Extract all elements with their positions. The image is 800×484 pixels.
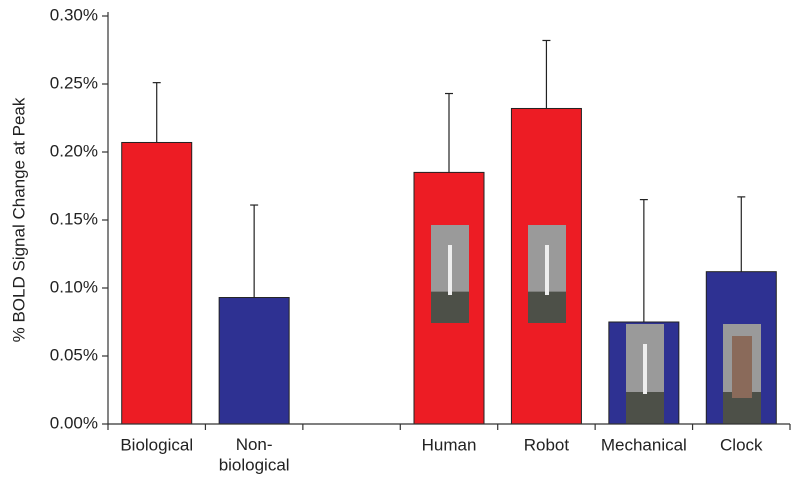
y-tick-label: 0.30%: [50, 5, 98, 24]
bar: [218, 297, 290, 425]
stimulus-floor: [431, 291, 469, 323]
y-tick-label: 0.25%: [50, 73, 98, 92]
stimulus-floor: [528, 291, 566, 323]
y-tick-label: 0.15%: [50, 209, 98, 228]
x-tick-label: Mechanical: [601, 435, 687, 454]
x-tick-label: Clock: [720, 435, 763, 454]
y-tick-label: 0.05%: [50, 345, 98, 364]
bar: [121, 141, 193, 425]
stimulus-floor: [626, 392, 664, 424]
y-tick-label: 0.00%: [50, 413, 98, 432]
y-axis-label: % BOLD Signal Change at Peak: [9, 97, 28, 342]
x-tick-label: Non-biological: [219, 435, 290, 474]
x-tick-label: Biological: [120, 435, 193, 454]
clock-face: [732, 336, 752, 398]
x-tick-label: Robot: [524, 435, 570, 454]
y-tick-label: 0.20%: [50, 141, 98, 160]
y-tick-label: 0.10%: [50, 277, 98, 296]
x-tick-label: Human: [422, 435, 477, 454]
